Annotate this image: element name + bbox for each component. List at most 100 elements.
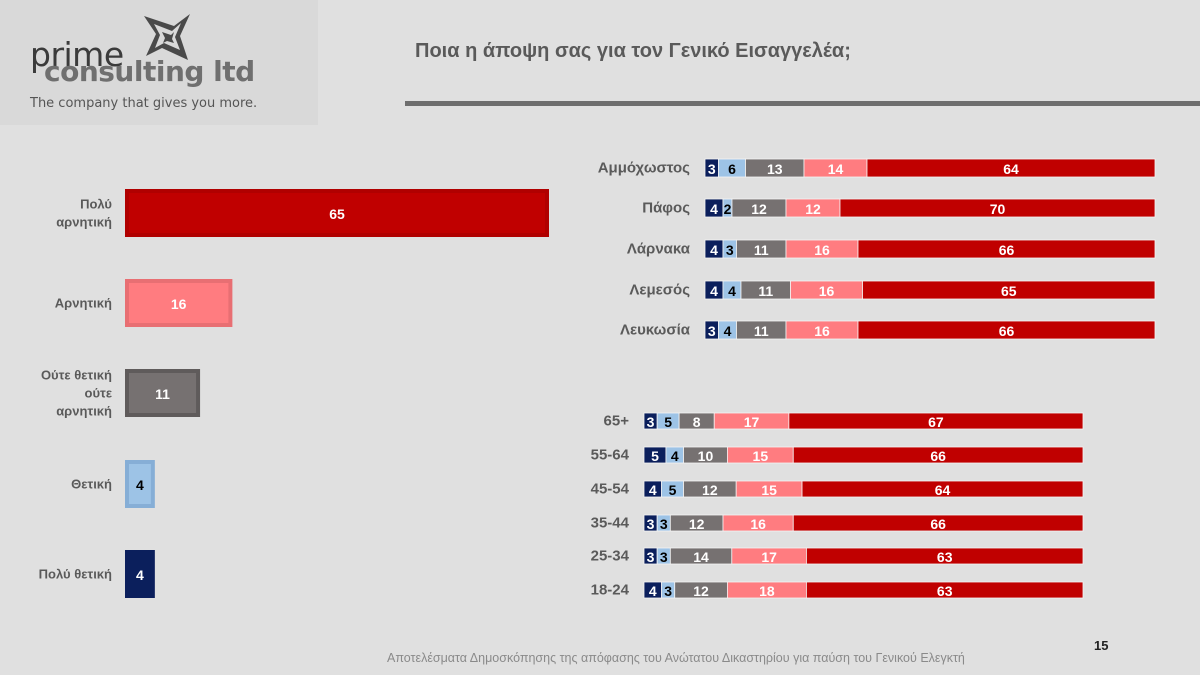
overall-category-label: Ούτε θετική <box>41 368 112 383</box>
district-segment-value: 66 <box>999 242 1015 258</box>
age-segment <box>792 446 1084 464</box>
age-segment-value: 3 <box>647 414 655 430</box>
overall-bar <box>125 369 201 417</box>
overall-category-label: ούτε <box>85 386 112 401</box>
age-segment-value: 15 <box>761 482 777 498</box>
page-number: 15 <box>1094 638 1109 653</box>
overall-bar-value: 4 <box>136 477 144 493</box>
age-segment <box>801 480 1084 498</box>
district-segment-value: 13 <box>767 161 783 177</box>
district-segment-value: 70 <box>990 201 1006 217</box>
district-segment <box>866 158 1156 178</box>
district-segment-value: 3 <box>708 161 716 177</box>
age-segment-value: 63 <box>937 583 953 599</box>
overall-category-label: Αρνητική <box>55 296 112 311</box>
district-segment <box>839 198 1156 218</box>
overall-bar-value: 65 <box>329 206 345 222</box>
age-category-label: 25-34 <box>591 548 630 565</box>
district-segment-value: 65 <box>1001 283 1017 299</box>
age-segment-value: 63 <box>937 549 953 565</box>
age-segment <box>792 514 1084 532</box>
district-segment <box>857 320 1156 340</box>
district-segment-value: 12 <box>805 201 821 217</box>
logo-word-consulting: consulting ltd <box>44 55 255 88</box>
age-segment-value: 67 <box>928 414 944 430</box>
district-segment-value: 4 <box>710 242 718 258</box>
district-segment-value: 12 <box>751 201 767 217</box>
district-segment-value: 4 <box>710 201 718 217</box>
age-segment-value: 66 <box>930 448 946 464</box>
overall-category-label: αρνητική <box>56 404 112 419</box>
age-segment <box>806 547 1084 565</box>
age-segment-value: 5 <box>651 448 659 464</box>
age-segment <box>788 412 1084 430</box>
age-segment <box>806 581 1084 599</box>
age-segment-value: 15 <box>753 448 769 464</box>
title-divider <box>405 101 1200 106</box>
age-category-label: 55-64 <box>591 447 630 464</box>
district-segment-value: 3 <box>726 242 734 258</box>
district-category-label: Λευκωσία <box>620 322 691 339</box>
district-category-label: Λεμεσός <box>629 282 690 299</box>
age-segment-value: 5 <box>664 414 672 430</box>
age-segment-value: 3 <box>660 516 668 532</box>
overall-bar-value: 4 <box>136 567 144 583</box>
age-segment-value: 64 <box>935 482 951 498</box>
age-segment-value: 4 <box>649 482 657 498</box>
age-segment-value: 17 <box>761 549 777 565</box>
district-segment-value: 16 <box>814 242 830 258</box>
district-segment-value: 2 <box>724 201 732 217</box>
district-segment-value: 16 <box>814 323 830 339</box>
age-segment-value: 14 <box>693 549 709 565</box>
age-category-label: 18-24 <box>591 582 630 599</box>
district-segment-value: 64 <box>1003 161 1019 177</box>
logo-tagline: The company that gives you more. <box>30 96 258 111</box>
district-segment-value: 4 <box>710 283 718 299</box>
overall-bar-value: 11 <box>155 386 170 402</box>
district-category-label: Αμμόχωστος <box>598 160 690 177</box>
overall-category-label: αρνητική <box>56 215 112 230</box>
district-segment-value: 11 <box>754 323 769 339</box>
age-segment-value: 16 <box>750 516 766 532</box>
age-segment-value: 3 <box>647 516 655 532</box>
age-segment-value: 8 <box>693 414 701 430</box>
district-segment <box>857 239 1156 259</box>
overall-bar <box>125 550 155 598</box>
district-segment-value: 4 <box>728 283 736 299</box>
age-segment-value: 12 <box>689 516 705 532</box>
overall-bar <box>125 460 155 508</box>
district-segment-value: 16 <box>819 283 835 299</box>
district-category-label: Λάρνακα <box>627 241 691 258</box>
star-diamond-icon <box>144 14 190 60</box>
district-segment-value: 14 <box>828 161 844 177</box>
age-segment-value: 17 <box>744 414 760 430</box>
age-segment-value: 10 <box>698 448 714 464</box>
age-segment-value: 66 <box>930 516 946 532</box>
age-segment-value: 4 <box>649 583 657 599</box>
page-title: Ποια η άποψη σας για τον Γενικό Εισαγγελ… <box>415 40 851 62</box>
overall-bar-value: 16 <box>171 296 187 312</box>
logo: prime consulting ltd The company that gi… <box>0 0 318 125</box>
footer-caption: Αποτελέσματα Δημοσκόπησης της απόφασης τ… <box>387 651 965 665</box>
district-segment-value: 4 <box>724 323 732 339</box>
district-category-label: Πάφος <box>642 200 690 217</box>
district-segment <box>862 280 1156 300</box>
overall-bar <box>125 189 549 237</box>
age-segment-value: 3 <box>664 583 672 599</box>
district-segment-value: 6 <box>728 161 736 177</box>
age-category-label: 35-44 <box>591 515 630 532</box>
age-segment-value: 3 <box>647 549 655 565</box>
district-segment-value: 11 <box>754 242 769 258</box>
overall-category-label: Πολύ <box>80 197 112 212</box>
overall-bar <box>125 279 233 327</box>
district-segment-value: 3 <box>708 323 716 339</box>
age-segment-value: 18 <box>759 583 775 599</box>
age-category-label: 65+ <box>604 413 630 430</box>
overall-category-label: Θετική <box>71 477 112 492</box>
logo-word-prime: prime <box>30 35 124 74</box>
age-segment-value: 5 <box>669 482 677 498</box>
age-segment-value: 4 <box>671 448 679 464</box>
age-segment-value: 12 <box>693 583 709 599</box>
district-segment-value: 66 <box>999 323 1015 339</box>
